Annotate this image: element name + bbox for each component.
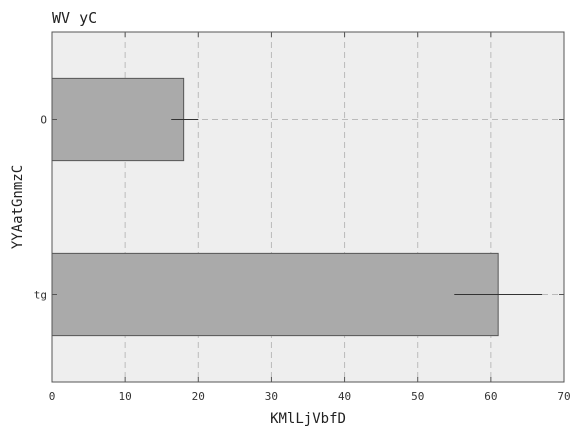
bar (51, 77, 185, 162)
x-tick-label: 70 (557, 390, 570, 403)
y-axis-label: YYAatGnmzC (10, 165, 26, 249)
error-bars (171, 119, 543, 295)
x-tick-label: 20 (192, 390, 205, 403)
y-axis-ticks: Otg (34, 114, 564, 302)
bar (51, 252, 499, 337)
bars (51, 77, 499, 337)
y-tick-label: O (40, 114, 47, 127)
x-tick-label: 40 (338, 390, 351, 403)
x-axis-label: KMlLjVbfD (270, 411, 346, 427)
x-tick-label: 30 (265, 390, 278, 403)
x-tick-label: 50 (411, 390, 424, 403)
x-tick-label: 10 (119, 390, 132, 403)
x-tick-label: 60 (484, 390, 497, 403)
y-tick-label: tg (34, 289, 47, 302)
chart-title: WV yC (52, 9, 97, 27)
x-tick-label: 0 (49, 390, 56, 403)
x-axis-ticks: 0 10 20 30 40 50 60 70 (49, 32, 571, 403)
